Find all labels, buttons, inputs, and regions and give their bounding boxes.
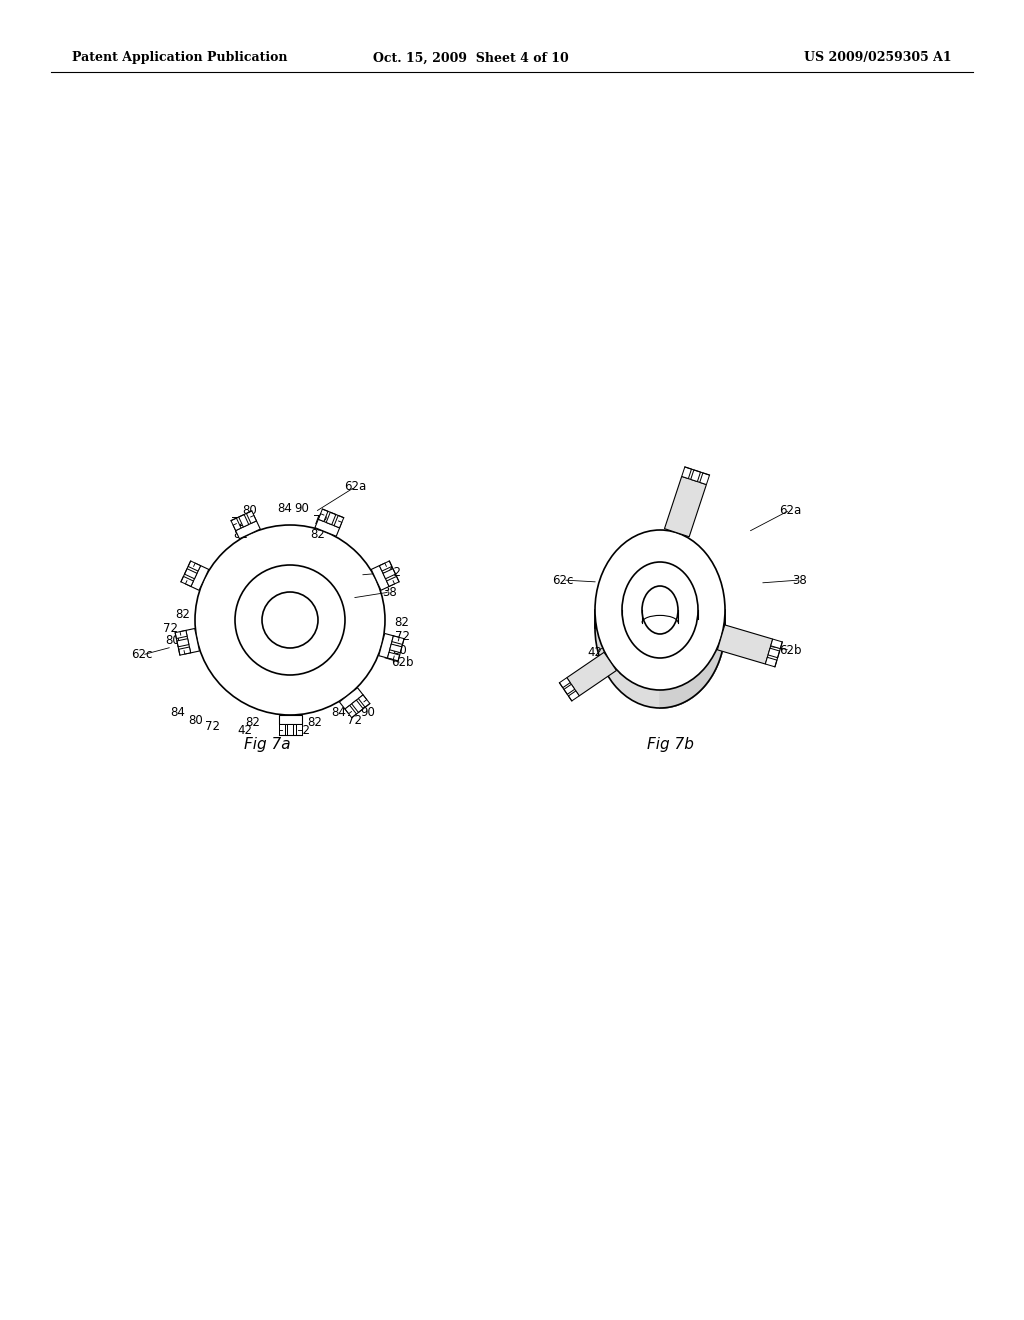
Ellipse shape xyxy=(642,586,678,634)
Polygon shape xyxy=(178,647,190,655)
Polygon shape xyxy=(380,561,392,572)
Polygon shape xyxy=(339,688,364,709)
Text: 62a: 62a xyxy=(344,480,367,494)
Polygon shape xyxy=(318,510,328,521)
Text: US 2009/0259305 A1: US 2009/0259305 A1 xyxy=(805,51,952,65)
Text: 62a: 62a xyxy=(779,503,801,516)
Polygon shape xyxy=(390,644,401,652)
Text: 72: 72 xyxy=(312,515,328,528)
Polygon shape xyxy=(181,577,194,586)
Text: 82: 82 xyxy=(394,616,410,630)
Polygon shape xyxy=(351,700,364,713)
Text: 42: 42 xyxy=(296,723,310,737)
Text: 84: 84 xyxy=(278,502,293,515)
Text: 62c: 62c xyxy=(131,648,153,661)
Text: 38: 38 xyxy=(793,573,807,586)
Circle shape xyxy=(234,565,345,675)
Polygon shape xyxy=(188,561,201,572)
Polygon shape xyxy=(296,723,301,735)
Text: 62c: 62c xyxy=(552,573,573,586)
Polygon shape xyxy=(279,715,301,723)
Text: 72: 72 xyxy=(206,721,220,734)
Ellipse shape xyxy=(595,531,725,690)
Polygon shape xyxy=(186,628,200,653)
Text: 72: 72 xyxy=(163,622,177,635)
Polygon shape xyxy=(247,511,256,524)
Polygon shape xyxy=(177,639,188,647)
Polygon shape xyxy=(387,577,399,586)
Polygon shape xyxy=(334,515,344,528)
Ellipse shape xyxy=(622,562,698,657)
Text: 82: 82 xyxy=(233,528,249,541)
Circle shape xyxy=(262,591,318,648)
Polygon shape xyxy=(287,723,293,735)
Polygon shape xyxy=(665,477,707,537)
Text: 42: 42 xyxy=(588,645,602,659)
Polygon shape xyxy=(236,521,260,539)
Text: 80: 80 xyxy=(392,644,408,656)
Text: 72: 72 xyxy=(346,714,361,726)
Polygon shape xyxy=(327,512,336,524)
Ellipse shape xyxy=(595,548,725,708)
Polygon shape xyxy=(392,636,404,644)
Text: 90: 90 xyxy=(295,502,309,515)
Text: 44: 44 xyxy=(618,665,634,678)
Text: 62b: 62b xyxy=(391,656,414,669)
Polygon shape xyxy=(175,631,187,639)
Polygon shape xyxy=(768,648,779,657)
Polygon shape xyxy=(379,634,393,659)
Polygon shape xyxy=(660,531,725,708)
Text: Patent Application Publication: Patent Application Publication xyxy=(72,51,288,65)
Text: Fig 7b: Fig 7b xyxy=(646,738,693,752)
Polygon shape xyxy=(190,566,209,590)
Text: Fig 7a: Fig 7a xyxy=(244,738,291,752)
Text: 90: 90 xyxy=(360,706,376,719)
Polygon shape xyxy=(718,624,773,664)
Text: 82: 82 xyxy=(175,609,190,622)
Text: 38: 38 xyxy=(383,586,397,598)
Polygon shape xyxy=(358,694,370,708)
Text: 72: 72 xyxy=(230,516,246,529)
Polygon shape xyxy=(372,566,389,590)
Polygon shape xyxy=(559,677,570,688)
Text: 62b: 62b xyxy=(778,644,801,656)
Polygon shape xyxy=(239,515,249,527)
Polygon shape xyxy=(383,569,395,578)
Polygon shape xyxy=(699,473,710,484)
Text: 80: 80 xyxy=(166,635,180,648)
Polygon shape xyxy=(682,467,691,479)
Polygon shape xyxy=(567,652,616,696)
Text: Oct. 15, 2009  Sheet 4 of 10: Oct. 15, 2009 Sheet 4 of 10 xyxy=(373,51,569,65)
Text: 82: 82 xyxy=(310,528,326,540)
Polygon shape xyxy=(691,470,700,482)
Polygon shape xyxy=(568,690,580,701)
Polygon shape xyxy=(231,517,241,531)
Circle shape xyxy=(195,525,385,715)
Polygon shape xyxy=(184,569,197,578)
Polygon shape xyxy=(345,705,356,718)
Polygon shape xyxy=(387,652,399,661)
Polygon shape xyxy=(771,639,782,648)
Text: 82: 82 xyxy=(307,715,323,729)
Polygon shape xyxy=(564,684,574,694)
Polygon shape xyxy=(279,723,285,735)
Text: 80: 80 xyxy=(188,714,204,727)
Text: 72: 72 xyxy=(394,631,410,644)
Text: 42: 42 xyxy=(238,723,253,737)
Polygon shape xyxy=(315,519,340,536)
Polygon shape xyxy=(765,657,777,667)
Text: 80: 80 xyxy=(243,503,257,516)
Text: 42: 42 xyxy=(386,565,401,578)
Text: 84: 84 xyxy=(171,705,185,718)
Text: 84: 84 xyxy=(332,706,346,719)
Text: 82: 82 xyxy=(246,715,260,729)
